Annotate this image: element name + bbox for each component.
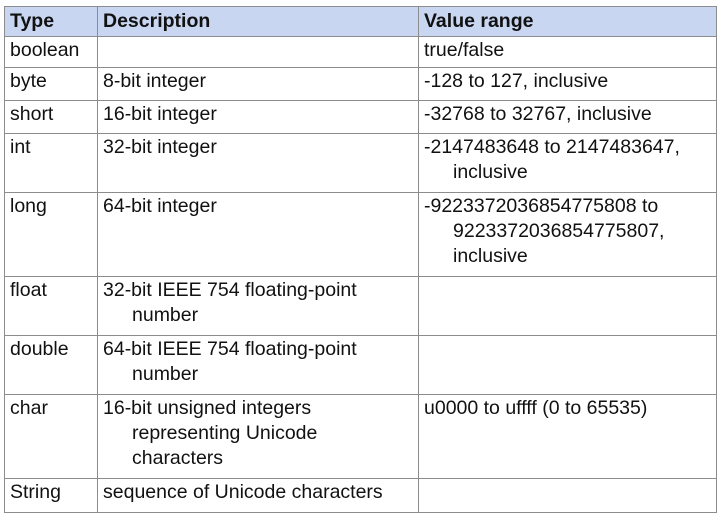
cell-value-range: -32768 to 32767, inclusive: [418, 100, 717, 134]
table-row: String sequence of Unicode characters: [4, 478, 717, 513]
cell-value-range: u0000 to uffff (0 to 65535): [418, 394, 717, 479]
cell-description-text: 8-bit integer: [103, 70, 206, 92]
cell-value-range: true/false: [418, 36, 717, 68]
cell-value-range: [418, 478, 717, 513]
cell-value-range-text: -128 to 127, inclusive: [424, 70, 609, 92]
cell-description: 64-bit integer: [97, 192, 419, 277]
cell-description: 64-bit IEEE 754 floating-point number: [97, 335, 419, 395]
table-row: char 16-bit unsigned integers representi…: [4, 394, 717, 479]
cell-value-range-text: -9223372036854775808 to 9223372036854775…: [424, 195, 665, 267]
table-row: int 32-bit integer -2147483648 to 214748…: [4, 133, 717, 193]
header-row: Type Description Value range: [4, 6, 717, 37]
cell-description-text: 64-bit integer: [103, 195, 217, 217]
cell-type: boolean: [4, 36, 98, 68]
cell-type: String: [4, 478, 98, 513]
cell-type: double: [4, 335, 98, 395]
cell-description: 16-bit integer: [97, 100, 419, 134]
cell-description-text: 32-bit IEEE 754 floating-point number: [103, 279, 357, 326]
table-row: long 64-bit integer -9223372036854775808…: [4, 192, 717, 277]
cell-value-range: -9223372036854775808 to 9223372036854775…: [418, 192, 717, 277]
cell-description-text: 16-bit unsigned integers representing Un…: [103, 397, 318, 469]
cell-type: int: [4, 133, 98, 193]
cell-value-range: -128 to 127, inclusive: [418, 67, 717, 101]
cell-description: 16-bit unsigned integers representing Un…: [97, 394, 419, 479]
cell-value-range-text: -2147483648 to 2147483647, inclusive: [424, 136, 680, 183]
cell-description-text: 64-bit IEEE 754 floating-point number: [103, 338, 357, 385]
table-row: boolean true/false: [4, 36, 717, 68]
cell-description: sequence of Unicode characters: [97, 478, 419, 513]
cell-description-text: 32-bit integer: [103, 136, 217, 158]
cell-description: 32-bit integer: [97, 133, 419, 193]
header-value-range: Value range: [418, 6, 717, 37]
cell-value-range-text: true/false: [424, 39, 505, 61]
cell-description: 32-bit IEEE 754 floating-point number: [97, 276, 419, 336]
cell-value-range: [418, 335, 717, 395]
table-row: byte 8-bit integer -128 to 127, inclusiv…: [4, 67, 717, 101]
table-row: float 32-bit IEEE 754 floating-point num…: [4, 276, 717, 336]
cell-value-range: -2147483648 to 2147483647, inclusive: [418, 133, 717, 193]
cell-type: byte: [4, 67, 98, 101]
cell-type: long: [4, 192, 98, 277]
cell-description-text: 16-bit integer: [103, 103, 217, 125]
cell-type: char: [4, 394, 98, 479]
cell-value-range: [418, 276, 717, 336]
header-description: Description: [97, 6, 419, 37]
cell-type: short: [4, 100, 98, 134]
cell-description: 8-bit integer: [97, 67, 419, 101]
header-type: Type: [4, 6, 98, 37]
cell-value-range-text: -32768 to 32767, inclusive: [424, 103, 652, 125]
cell-type: float: [4, 276, 98, 336]
table-row: double 64-bit IEEE 754 floating-point nu…: [4, 335, 717, 395]
cell-description: [97, 36, 419, 68]
table-row: short 16-bit integer -32768 to 32767, in…: [4, 100, 717, 134]
data-types-table: Type Description Value range boolean tru…: [4, 6, 717, 513]
cell-description-text: sequence of Unicode characters: [103, 481, 383, 503]
cell-value-range-text: u0000 to uffff (0 to 65535): [424, 397, 648, 419]
